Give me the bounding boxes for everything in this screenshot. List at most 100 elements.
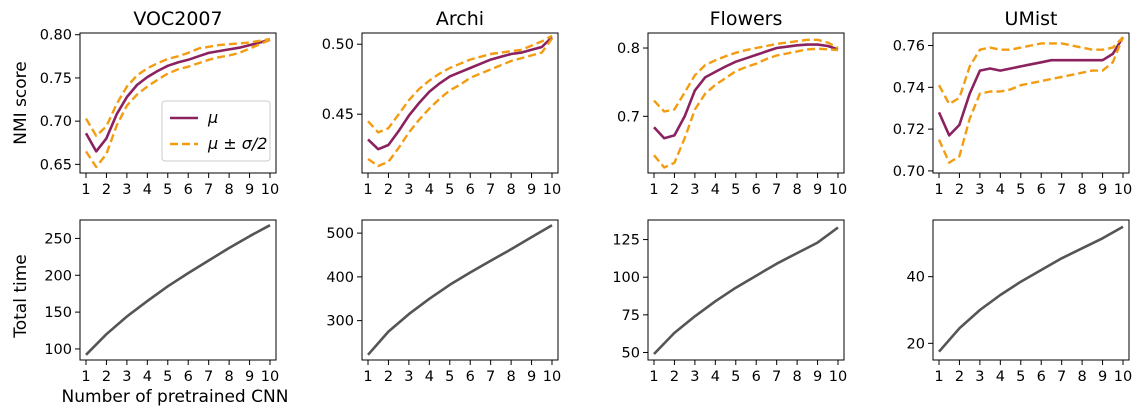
series-line-time [85,224,271,356]
chart-panel-nmi-4: UMist 1 2 3 4 5 6 7 8 9 10 0.70 0.72 0.74 0.76 [893,8,1133,198]
plot-frame [932,32,1130,174]
x-tick-label: 1 [81,182,90,198]
x-tick-label: 6 [1037,369,1046,385]
y-tick-label: 0.75 [40,71,72,87]
y-tick-label: 250 [44,231,72,247]
chart-title: VOC2007 [133,8,222,30]
y-tick-label: 40 [907,270,925,286]
series-line-mean [937,36,1125,137]
x-tick-label: 1 [363,182,372,198]
series-line-time [367,224,553,356]
legend-label-band: μ ± σ/2 [207,134,267,153]
x-tick-label: 3 [975,182,984,198]
x-tick-label: 8 [506,369,515,385]
y-tick-label: 0.7 [617,109,640,125]
chart-panel-time-4: 1 2 3 4 5 6 7 8 9 10 20 40 [907,219,1132,385]
x-tick-label: 10 [261,369,279,385]
x-tick-label: 2 [384,182,393,198]
x-tick-label: 3 [404,369,413,385]
series-line-time [938,225,1124,353]
x-tick-label: 4 [425,182,434,198]
x-tick-label: 5 [1016,182,1025,198]
x-tick-label: 5 [1016,369,1025,385]
x-tick-label: 7 [772,369,781,385]
y-tick-label: 0.45 [322,107,354,123]
x-tick-label: 1 [81,369,90,385]
plot-frame [361,32,559,174]
y-tick-label: 100 [44,342,72,358]
x-tick-label: 9 [813,182,822,198]
chart-panel-time-2: 1 2 3 4 5 6 7 8 9 10 300 400 500 [326,219,561,385]
x-tick-label: 9 [245,369,254,385]
x-tick-label: 1 [363,369,372,385]
plot-frame [361,219,559,361]
x-tick-label: 7 [772,182,781,198]
plot-frame [79,32,277,174]
x-tick-label: 7 [1057,369,1066,385]
y-tick-label: 0.65 [40,157,72,173]
x-tick-label: 9 [527,182,536,198]
x-tick-label: 8 [506,182,515,198]
x-tick-label: 4 [996,369,1005,385]
series-line-upper [937,36,1124,106]
x-tick-label: 5 [731,369,740,385]
x-tick-label: 2 [670,369,679,385]
x-tick-label: 10 [1114,182,1132,198]
x-tick-label: 6 [466,182,475,198]
plot-frame [79,219,277,361]
y-tick-label: 100 [612,270,640,286]
x-tick-label: 6 [752,369,761,385]
x-tick-label: 8 [224,369,233,385]
x-tick-label: 2 [955,369,964,385]
chart-panel-nmi-1: VOC2007 1 2 3 4 5 6 7 8 9 10 0.65 0.70 0.75 0.80 μ μ ± σ… [40,8,280,198]
y-tick-label: 75 [622,308,640,324]
legend-box [161,100,271,162]
x-tick-label: 2 [670,182,679,198]
x-tick-label: 1 [649,182,658,198]
y-tick-label: 50 [622,345,640,361]
x-tick-label: 4 [711,182,720,198]
x-tick-label: 3 [690,369,699,385]
y-tick-label: 300 [326,314,354,330]
chart-panel-time-3: 1 2 3 4 5 6 7 8 9 10 50 75 100 125 [612,219,847,385]
x-tick-label: 7 [486,369,495,385]
x-tick-label: 2 [102,182,111,198]
series-line-lower [937,36,1125,164]
y-axis-label-nmi: NMI score [11,61,31,144]
x-tick-label: 3 [975,369,984,385]
x-tick-label: 5 [445,182,454,198]
x-tick-label: 10 [543,182,561,198]
x-tick-label: 10 [543,369,561,385]
chart-panel-nmi-3: Flowers 1 2 3 4 5 6 7 8 9 10 0.7 0.8 [617,8,847,198]
x-tick-label: 1 [649,369,658,385]
chart-title: Archi [436,8,484,30]
x-tick-label: 6 [466,369,475,385]
y-tick-label: 0.80 [40,28,72,44]
series-line-lower [367,37,553,168]
legend: μ μ ± σ/2 [161,100,271,162]
x-tick-label: 3 [404,182,413,198]
x-tick-label: 5 [163,369,172,385]
y-tick-label: 400 [326,270,354,286]
x-tick-label: 9 [1098,369,1107,385]
x-tick-label: 7 [486,182,495,198]
y-tick-label: 0.70 [893,164,925,180]
x-tick-label: 2 [384,369,393,385]
series-line-time [653,226,839,355]
series-line-mean [653,43,839,140]
x-tick-label: 7 [204,369,213,385]
series-line-upper [653,38,839,113]
x-tick-label: 6 [1037,182,1046,198]
series-line-lower [653,47,839,169]
x-tick-label: 7 [1057,182,1066,198]
x-tick-label: 1 [934,369,943,385]
x-tick-label: 7 [204,182,213,198]
y-tick-label: 0.8 [617,41,640,57]
x-tick-label: 6 [184,182,193,198]
chart-panel-time-1: 1 2 3 4 5 6 7 8 9 10 100 150 200 250 [44,219,279,385]
x-tick-label: 10 [261,182,279,198]
x-tick-label: 2 [102,369,111,385]
x-tick-label: 9 [813,369,822,385]
y-tick-label: 0.70 [40,114,72,130]
x-tick-label: 8 [224,182,233,198]
